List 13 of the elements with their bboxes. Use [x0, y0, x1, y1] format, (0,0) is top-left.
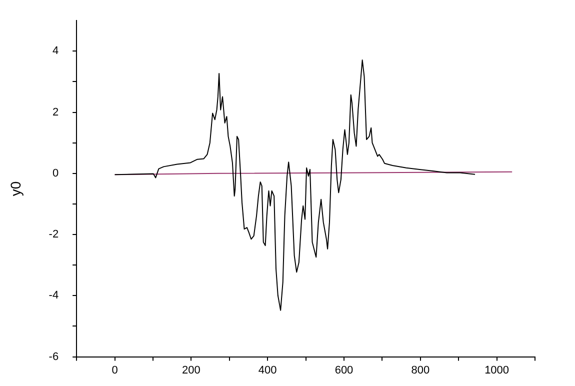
y-tick-label: 0 — [52, 167, 59, 180]
x-tick-label: 1000 — [484, 364, 510, 376]
x-tick-label: 0 — [112, 364, 118, 376]
y-tick-label: -2 — [48, 228, 59, 241]
y-tick-label: -4 — [48, 290, 59, 302]
x-tick-label: 200 — [182, 364, 200, 376]
x-tick-label: 800 — [411, 364, 430, 376]
y-tick-label: -6 — [48, 350, 59, 363]
y-tick-label: 2 — [52, 106, 59, 118]
x-tick-label: 600 — [334, 364, 354, 376]
y-tick-label: 4 — [52, 45, 59, 58]
y-axis-title: y0 — [7, 181, 24, 196]
x-tick-label: 400 — [258, 364, 277, 376]
